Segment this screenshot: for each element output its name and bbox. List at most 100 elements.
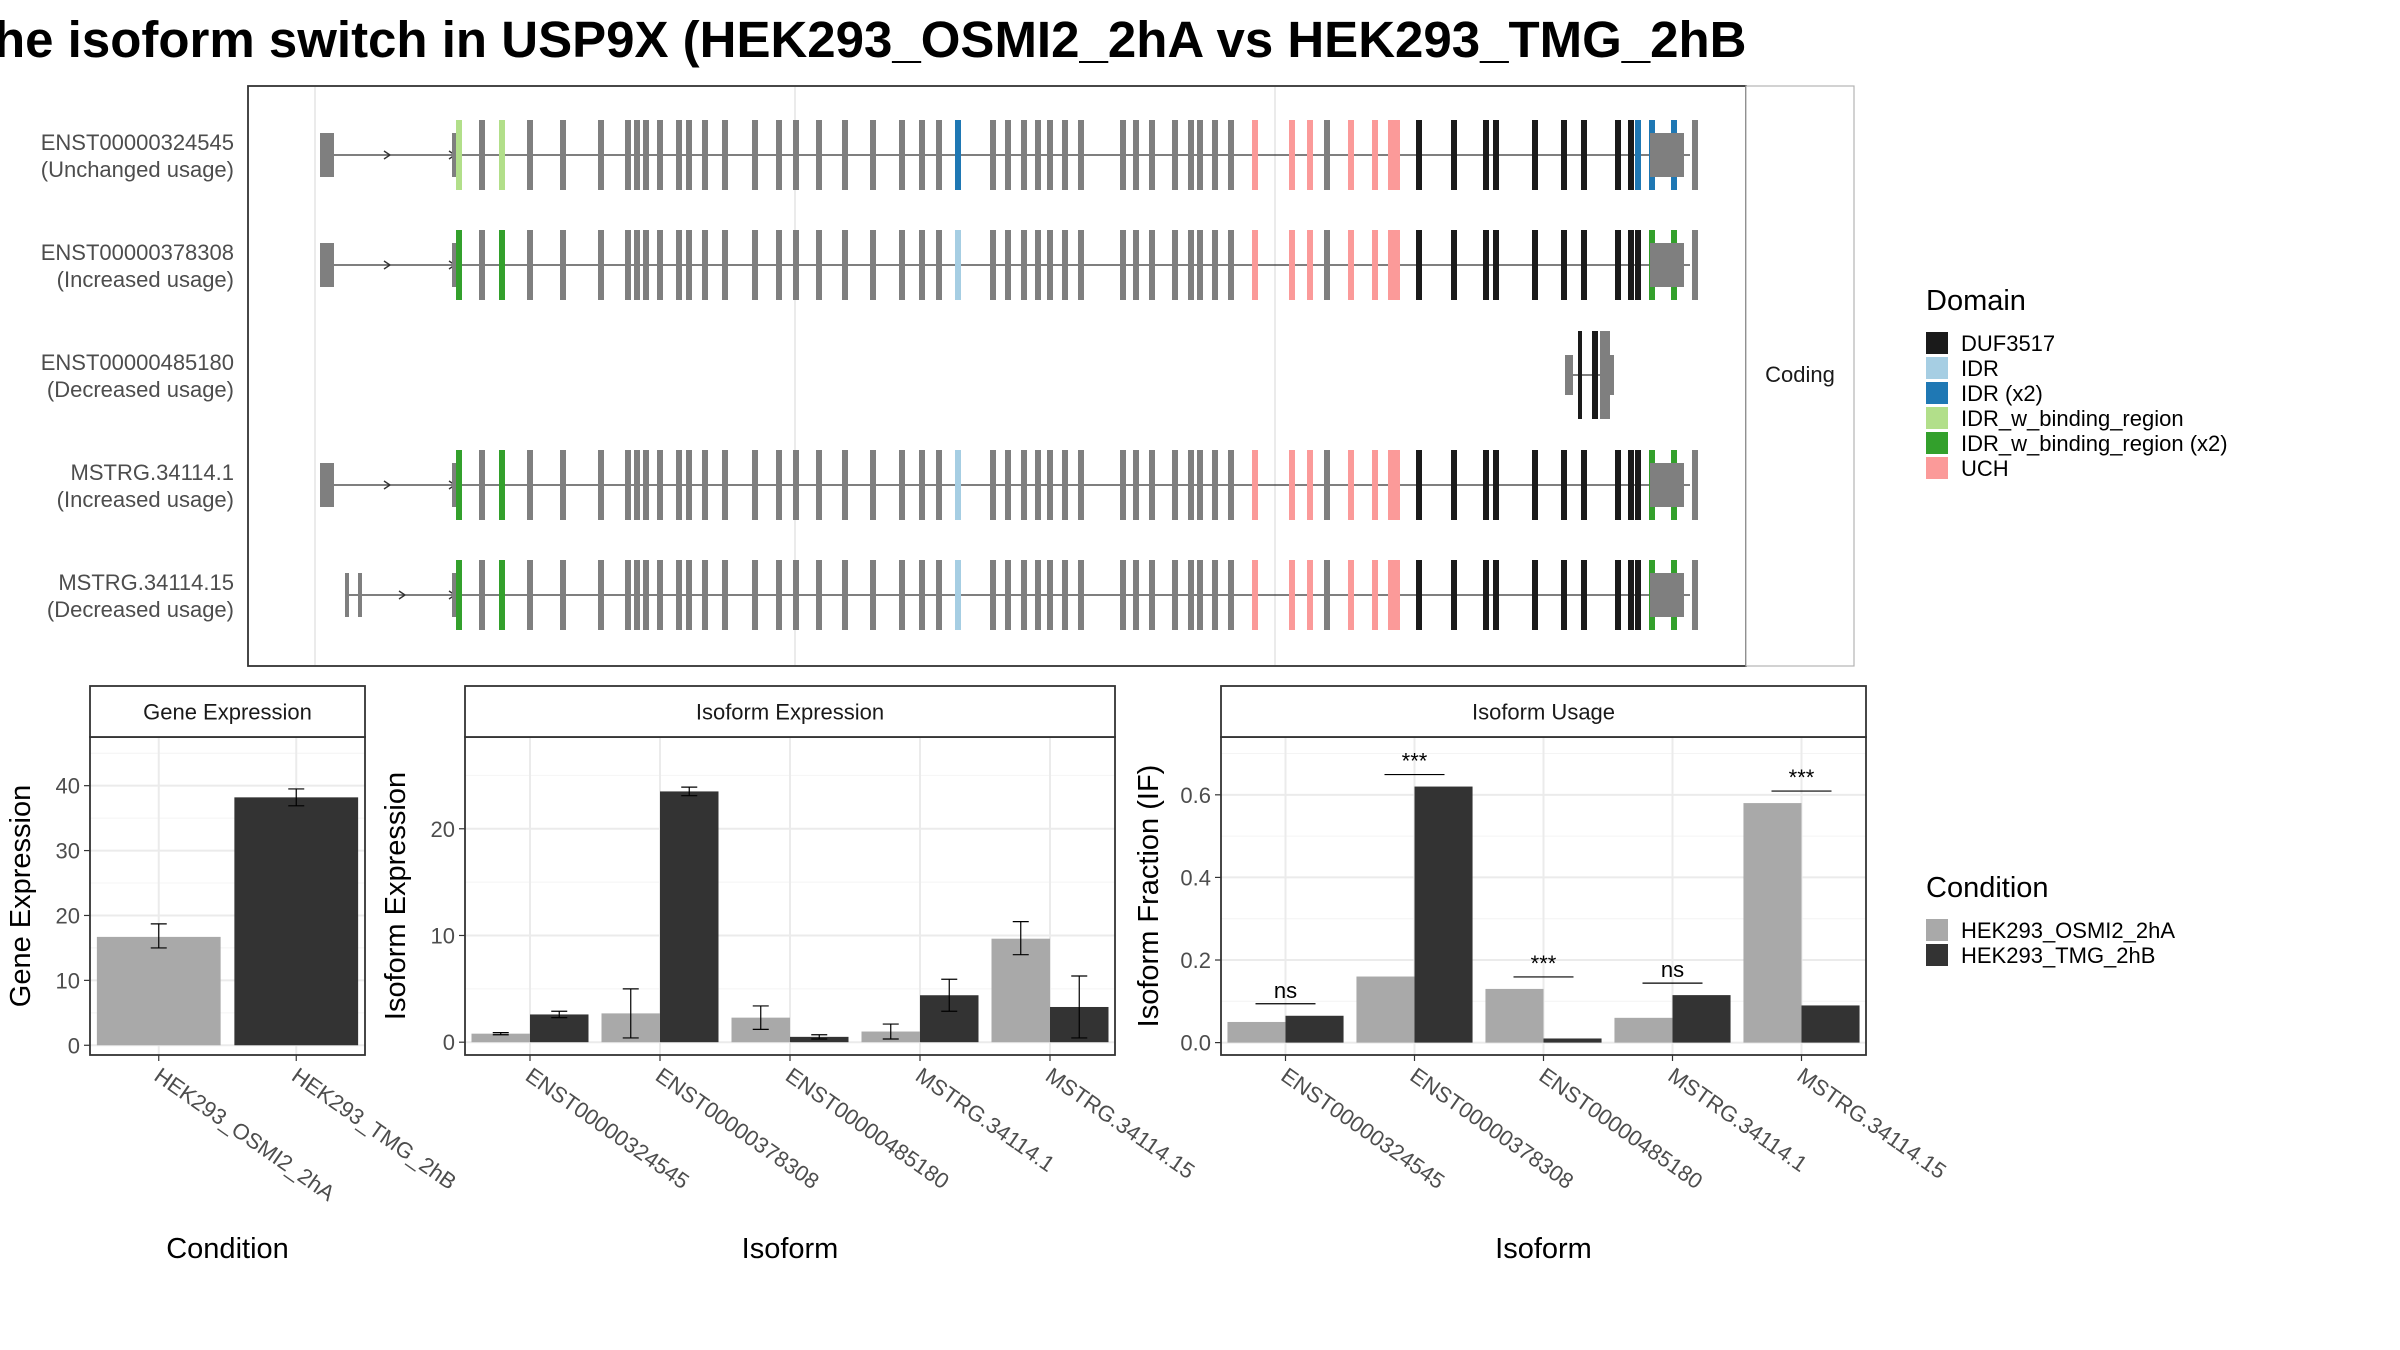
coding-exon bbox=[634, 560, 640, 630]
coding-exon bbox=[1307, 560, 1313, 630]
coding-exon bbox=[1035, 120, 1041, 190]
coding-exon bbox=[643, 230, 649, 300]
y-axis-title: Isoform Fraction (IF) bbox=[1133, 765, 1165, 1028]
x-axis-title: Condition bbox=[166, 1233, 289, 1265]
coding-exon bbox=[776, 230, 782, 300]
coding-exon bbox=[1372, 230, 1378, 300]
coding-exon bbox=[643, 120, 649, 190]
domain-legend-label: DUF3517 bbox=[1961, 331, 2055, 356]
coding-exon bbox=[1133, 230, 1139, 300]
coding-exon bbox=[676, 560, 682, 630]
significance-label: *** bbox=[1402, 749, 1428, 774]
coding-exon bbox=[1149, 120, 1155, 190]
bar bbox=[471, 1033, 530, 1043]
y-axis-title: Isoform Expression bbox=[380, 772, 412, 1020]
coding-exon bbox=[1635, 230, 1641, 300]
coding-exon bbox=[816, 230, 822, 300]
structure-panel-frame bbox=[247, 85, 1747, 667]
coding-exon bbox=[634, 120, 640, 190]
coding-exon bbox=[456, 560, 462, 630]
coding-exon bbox=[1047, 450, 1053, 520]
coding-exon bbox=[1615, 450, 1621, 520]
coding-exon bbox=[1289, 230, 1295, 300]
y-tick-label: 0 bbox=[443, 1030, 455, 1055]
condition-legend-title: Condition bbox=[1926, 872, 2049, 904]
coding-exon bbox=[936, 120, 942, 190]
coding-exon bbox=[1348, 120, 1354, 190]
coding-exon bbox=[499, 560, 505, 630]
coding-exon bbox=[1228, 450, 1234, 520]
bar bbox=[1356, 976, 1415, 1043]
coding-exon bbox=[990, 230, 996, 300]
coding-exon bbox=[752, 230, 758, 300]
coding-exon bbox=[1021, 120, 1027, 190]
significance-label: *** bbox=[1789, 765, 1815, 790]
coding-exon bbox=[598, 560, 604, 630]
coding-exon bbox=[842, 450, 848, 520]
coding-exon bbox=[634, 230, 640, 300]
domain-legend-swatch bbox=[1926, 382, 1948, 404]
coding-exon bbox=[560, 120, 566, 190]
coding-exon bbox=[1628, 230, 1634, 300]
facet-strip-label: Gene Expression bbox=[143, 700, 312, 725]
coding-exon bbox=[1578, 331, 1582, 419]
coding-exon bbox=[1188, 560, 1194, 630]
x-tick-label: MSTRG.34114.15 bbox=[1793, 1063, 1951, 1184]
coding-exon bbox=[1561, 450, 1567, 520]
coding-exon bbox=[1388, 230, 1400, 300]
coding-exon bbox=[560, 230, 566, 300]
coding-exon bbox=[643, 560, 649, 630]
coding-exon bbox=[499, 230, 505, 300]
transcript-id-label: ENST00000485180 bbox=[41, 350, 234, 375]
coding-exon bbox=[1062, 560, 1068, 630]
coding-exon bbox=[479, 450, 485, 520]
utr-exon bbox=[452, 133, 459, 177]
coding-exon bbox=[1005, 450, 1011, 520]
coding-exon bbox=[1005, 560, 1011, 630]
strand-arrow bbox=[383, 150, 392, 160]
coding-exon bbox=[842, 120, 848, 190]
coding-exon bbox=[722, 230, 728, 300]
coding-exon bbox=[1581, 450, 1587, 520]
utr-exon bbox=[1650, 463, 1684, 507]
coding-exon bbox=[1212, 120, 1218, 190]
coding-exon bbox=[1188, 230, 1194, 300]
coding-exon bbox=[1388, 560, 1400, 630]
coding-exon bbox=[1212, 450, 1218, 520]
coding-exon bbox=[1035, 230, 1041, 300]
coding-exon bbox=[456, 450, 462, 520]
coding-exon bbox=[657, 450, 663, 520]
coding-exon bbox=[1388, 120, 1400, 190]
transcript-id-label: ENST00000378308 bbox=[41, 240, 234, 265]
y-tick-label: 0.2 bbox=[1180, 948, 1211, 973]
coding-exon bbox=[1592, 331, 1598, 419]
facet-strip bbox=[1220, 685, 1867, 738]
utr-exon bbox=[358, 573, 362, 617]
coding-exon bbox=[1120, 230, 1126, 300]
coding-exon bbox=[1047, 120, 1053, 190]
coding-exon bbox=[1372, 450, 1378, 520]
strand-arrow bbox=[383, 260, 392, 270]
coding-exon bbox=[1324, 450, 1330, 520]
coding-exon bbox=[919, 230, 925, 300]
utr-exon bbox=[1650, 243, 1684, 287]
bar bbox=[1285, 1015, 1344, 1043]
coding-exon bbox=[1483, 230, 1489, 300]
domain-legend-label: IDR bbox=[1961, 356, 1999, 381]
coding-exon bbox=[1615, 120, 1621, 190]
coding-exon bbox=[1188, 120, 1194, 190]
coding-exon bbox=[1692, 230, 1698, 300]
coding-exon bbox=[1252, 560, 1258, 630]
coding-exon bbox=[1172, 230, 1178, 300]
coding-exon bbox=[1348, 560, 1354, 630]
coding-exon bbox=[625, 560, 631, 630]
coding-exon bbox=[1035, 450, 1041, 520]
coding-exon bbox=[560, 450, 566, 520]
coding-exon bbox=[1493, 230, 1499, 300]
coding-exon bbox=[686, 120, 692, 190]
coding-exon bbox=[1228, 230, 1234, 300]
coding-exon bbox=[1493, 560, 1499, 630]
coding-exon bbox=[793, 120, 799, 190]
significance-label: ns bbox=[1274, 978, 1297, 1003]
